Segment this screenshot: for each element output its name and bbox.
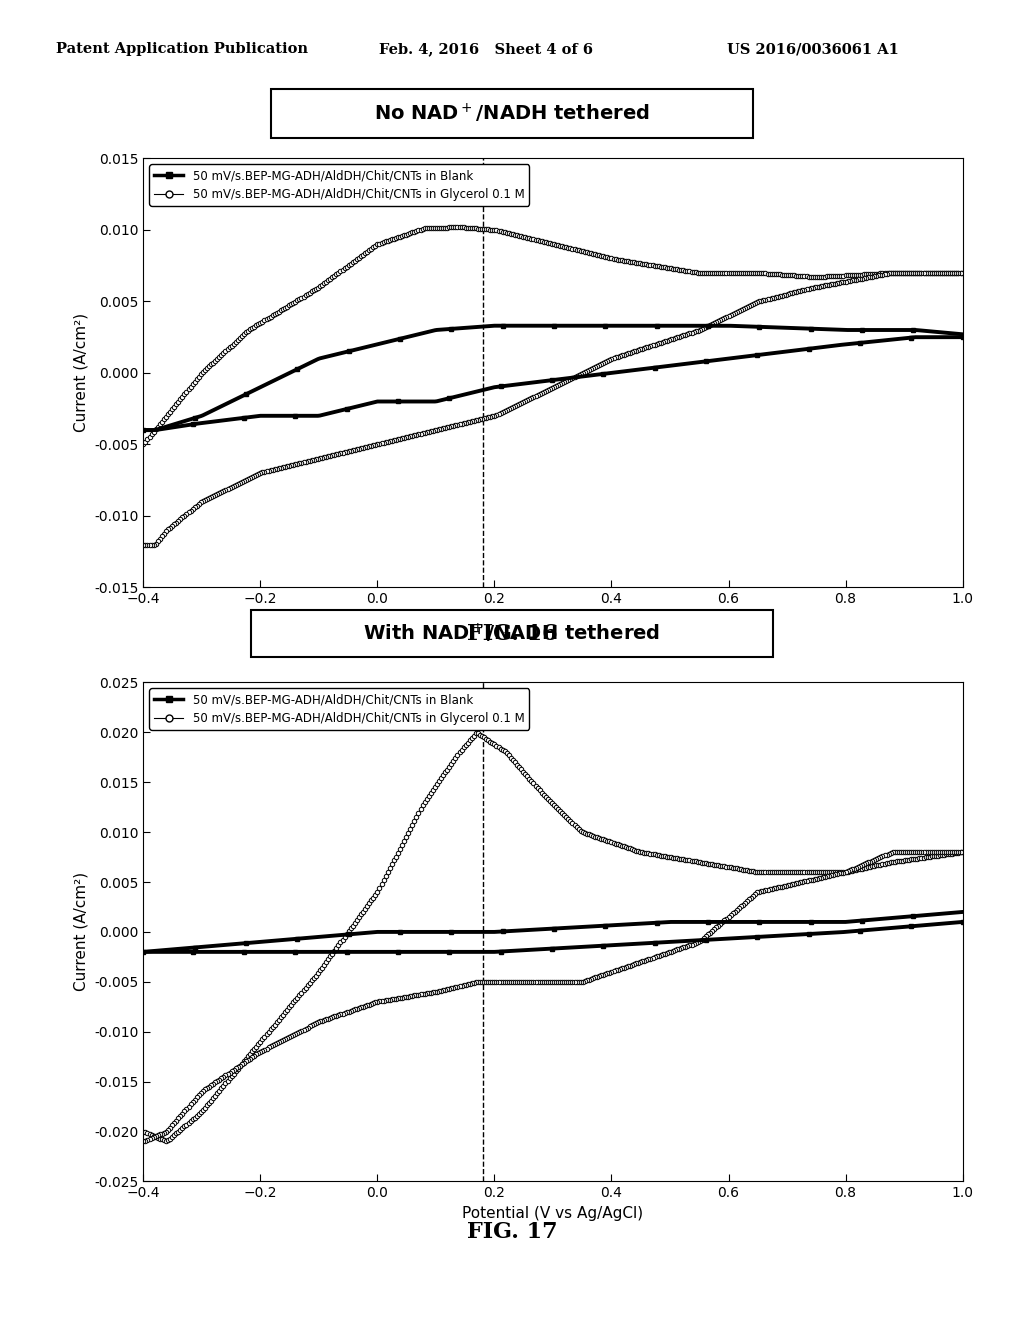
FancyBboxPatch shape <box>271 88 753 139</box>
Text: FIG. 16: FIG. 16 <box>467 623 557 645</box>
X-axis label: Potential (V vs Ag/AgCl): Potential (V vs Ag/AgCl) <box>463 611 643 627</box>
Legend: 50 mV/s.BEP-MG-ADH/AldDH/Chit/CNTs in Blank, 50 mV/s.BEP-MG-ADH/AldDH/Chit/CNTs : 50 mV/s.BEP-MG-ADH/AldDH/Chit/CNTs in Bl… <box>150 688 529 730</box>
Text: FIG. 17: FIG. 17 <box>467 1221 557 1243</box>
Text: No NAD$^+$/NADH tethered: No NAD$^+$/NADH tethered <box>374 102 650 125</box>
Text: Patent Application Publication: Patent Application Publication <box>56 42 308 57</box>
X-axis label: Potential (V vs Ag/AgCl): Potential (V vs Ag/AgCl) <box>463 1205 643 1221</box>
Y-axis label: Current (A/cm²): Current (A/cm²) <box>74 313 88 433</box>
Text: Feb. 4, 2016   Sheet 4 of 6: Feb. 4, 2016 Sheet 4 of 6 <box>379 42 593 57</box>
Legend: 50 mV/s.BEP-MG-ADH/AldDH/Chit/CNTs in Blank, 50 mV/s.BEP-MG-ADH/AldDH/Chit/CNTs : 50 mV/s.BEP-MG-ADH/AldDH/Chit/CNTs in Bl… <box>150 164 529 206</box>
Text: With NAD$^+$/NADH tethered: With NAD$^+$/NADH tethered <box>364 622 660 645</box>
Y-axis label: Current (A/cm²): Current (A/cm²) <box>74 873 88 991</box>
Text: US 2016/0036061 A1: US 2016/0036061 A1 <box>727 42 899 57</box>
FancyBboxPatch shape <box>251 610 773 657</box>
